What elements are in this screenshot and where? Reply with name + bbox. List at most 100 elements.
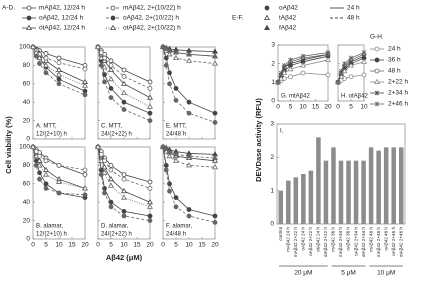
data-point <box>300 62 306 68</box>
series-line <box>162 146 216 217</box>
y-tick-label: 1 <box>270 187 274 194</box>
data-point <box>163 45 170 51</box>
legend-label: 24 h <box>347 5 360 12</box>
data-point <box>186 110 192 116</box>
bar <box>376 150 381 224</box>
data-point <box>82 66 88 72</box>
data-point <box>173 86 179 91</box>
y-axis-label: Cell viability (%) <box>4 116 13 174</box>
data-point <box>348 74 354 80</box>
data-point <box>342 61 347 67</box>
group-label: 20 μM <box>294 270 312 277</box>
x-tick-label: otAβ42 24 h <box>316 227 321 252</box>
y-tick-label: 80 <box>23 62 31 69</box>
legend-label: oAβ42, 12/24 h <box>39 15 84 22</box>
bar <box>323 160 329 224</box>
data-point <box>98 50 104 55</box>
data-point <box>43 51 49 56</box>
legend-label: 48 h <box>347 15 360 22</box>
data-point <box>212 213 218 219</box>
data-point <box>108 167 114 173</box>
data-point <box>82 167 88 173</box>
x-tick-label: otAβ42 2+22 h <box>323 227 328 258</box>
legend-label: otAβ42, 12/24 h <box>39 25 85 32</box>
data-point <box>121 74 127 79</box>
legend-label: 24 h <box>388 46 401 53</box>
x-tick-label: 20 <box>81 242 89 249</box>
panel-title: B. alamar, <box>36 224 63 230</box>
data-point <box>147 110 153 116</box>
data-point <box>173 54 179 61</box>
legend-label: oAβ42, 2+(10/22) h <box>123 15 179 22</box>
legend-label: 2+22 h <box>388 79 408 86</box>
data-point <box>33 49 40 55</box>
panel-title: D. alamar, <box>101 224 129 230</box>
data-point <box>186 213 192 219</box>
data-point <box>102 72 107 77</box>
data-point <box>82 192 88 198</box>
x-tick-label: 0 <box>276 104 280 111</box>
series-line <box>162 46 216 123</box>
data-point <box>121 89 127 95</box>
x-tick-label: mAβ42 2+34 h <box>338 227 343 258</box>
data-point <box>163 63 169 68</box>
data-point <box>361 58 367 64</box>
y-axis-label: DEVDase activity (RFU) <box>254 98 263 182</box>
series-line <box>97 146 151 221</box>
bar <box>286 180 291 224</box>
bar <box>383 147 389 224</box>
data-point <box>147 79 153 85</box>
data-point <box>121 176 127 182</box>
data-point <box>121 172 127 178</box>
data-point <box>121 208 127 214</box>
panel-title: 24/(2+22) h <box>101 232 132 238</box>
data-point <box>288 74 293 80</box>
data-point <box>163 162 169 168</box>
y-tick-label: 3 <box>270 121 274 128</box>
data-point <box>167 81 172 87</box>
x-tick-label: otAβ42 2+34 h <box>361 227 366 258</box>
data-point <box>348 62 354 68</box>
legend-marker <box>110 5 116 11</box>
data-point <box>325 72 331 78</box>
series-line <box>32 46 86 70</box>
y-tick-label: 100 <box>19 44 30 51</box>
data-point <box>361 50 367 55</box>
legend-marker <box>374 68 380 74</box>
data-point <box>167 188 172 194</box>
x-tick-label: mAβ42 24 h <box>286 227 291 252</box>
panel-title: E. MTT, <box>166 124 187 130</box>
legend-label: 2+34 h <box>388 90 408 97</box>
data-point <box>121 194 127 200</box>
legend-label: fAβ42 <box>279 25 296 32</box>
data-point <box>43 55 49 61</box>
data-point <box>166 47 173 53</box>
x-tick-label: otAβ42 2+46 h <box>398 227 403 258</box>
x-tick-label: oAβ42 2+34 h <box>353 227 358 256</box>
data-point <box>36 162 43 168</box>
legend-marker <box>110 24 116 31</box>
data-point <box>37 176 42 182</box>
bar <box>368 147 374 224</box>
x-tick-label: 0 <box>96 242 100 249</box>
data-point <box>108 86 114 91</box>
series-line <box>162 146 216 223</box>
data-point <box>56 60 62 66</box>
legend-marker <box>264 5 270 11</box>
data-point <box>82 92 88 98</box>
bar <box>361 160 366 224</box>
bar <box>301 174 306 224</box>
data-point <box>37 61 42 66</box>
data-point <box>30 43 36 49</box>
data-point <box>288 57 293 63</box>
x-tick-label: mAβ42 36 h <box>331 227 336 252</box>
y-tick-label: 60 <box>23 81 31 88</box>
legend-marker <box>264 24 270 31</box>
data-point <box>361 72 367 78</box>
data-point <box>275 79 281 85</box>
x-tick-label: 20 <box>324 104 332 111</box>
panel-title: H. otAβ42 <box>341 94 368 100</box>
data-point <box>348 55 354 61</box>
data-point <box>278 70 284 76</box>
data-point <box>121 99 127 105</box>
